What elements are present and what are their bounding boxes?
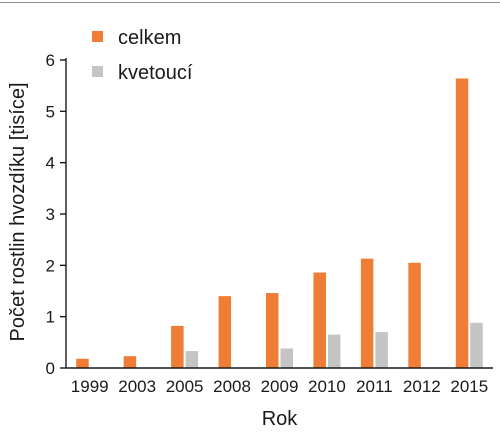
x-tick-label: 1999 (71, 377, 109, 396)
bar-kvetouci-2011 (375, 332, 388, 368)
x-tick-label: 2012 (403, 377, 441, 396)
x-tick-label: 2009 (261, 377, 299, 396)
x-tick-label: 2005 (166, 377, 204, 396)
page-top-rule (0, 2, 500, 3)
y-tick-label: 5 (46, 102, 55, 121)
legend: celkem kvetoucí (92, 27, 193, 84)
bar-celkem-2008 (218, 296, 232, 368)
bars (76, 78, 483, 368)
bar-celkem-1999 (76, 358, 89, 368)
bar-celkem-2012 (408, 262, 421, 368)
y-axis-title: Počet rostlin hvozdíku [tisíce] (7, 82, 29, 341)
y-axis-ticks: 0 1 2 3 4 5 6 (46, 51, 66, 378)
x-tick-label: 2015 (450, 377, 488, 396)
x-axis-title: Rok (262, 408, 299, 430)
bar-celkem-2015 (455, 78, 469, 368)
legend-swatch-celkem (92, 31, 103, 42)
bar-kvetouci-2005 (185, 351, 199, 368)
y-tick-label: 4 (46, 154, 55, 173)
x-tick-label: 2011 (356, 377, 393, 396)
y-tick-label: 1 (46, 308, 55, 327)
bar-celkem-2011 (360, 258, 374, 368)
bar-kvetouci-2010 (327, 334, 341, 368)
bar-celkem-2005 (171, 325, 184, 368)
legend-label-celkem: celkem (118, 27, 181, 49)
x-tick-label: 2003 (118, 377, 156, 396)
y-tick-label: 0 (46, 359, 55, 378)
bar-celkem-2003 (123, 356, 137, 368)
x-axis-ticks: 1999 2003 2005 2008 2009 2010 2011 2012 2015 (71, 377, 488, 396)
bar-kvetouci-2015 (470, 322, 483, 368)
bar-celkem-2010 (313, 272, 326, 368)
bar-kvetouci-2009 (280, 348, 293, 368)
y-tick-label: 3 (46, 205, 55, 224)
x-tick-label: 2010 (308, 377, 346, 396)
x-tick-label: 2008 (213, 377, 251, 396)
y-tick-label: 6 (46, 51, 55, 70)
y-tick-label: 2 (46, 256, 55, 275)
bar-celkem-2009 (266, 293, 279, 368)
legend-label-kvetouci: kvetoucí (118, 62, 193, 84)
legend-swatch-kvetouci (92, 66, 103, 77)
